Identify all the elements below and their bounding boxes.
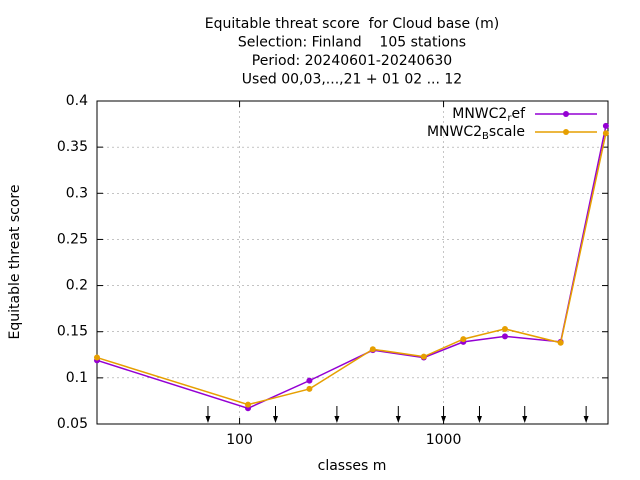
legend-marker	[563, 111, 569, 117]
y-tick-label: 0.4	[66, 93, 88, 109]
arrow-head	[272, 416, 278, 423]
point	[306, 377, 313, 384]
x-tick-label: 1000	[426, 432, 462, 448]
chart-title: Used 00,03,...,21 + 01 02 ... 12	[242, 72, 462, 88]
arrow-head	[476, 416, 482, 423]
arrow-head	[522, 416, 528, 423]
point	[369, 346, 376, 353]
y-tick-label: 0.2	[66, 278, 88, 294]
series-line	[96, 133, 607, 406]
point	[557, 339, 564, 346]
chart-title: Selection: Finland 105 stations	[238, 35, 466, 51]
point	[602, 130, 609, 137]
legend-label: MNWC2ref	[452, 106, 526, 124]
legend-label: MNWC2Bscale	[427, 124, 525, 142]
point	[420, 353, 427, 360]
point	[245, 401, 252, 408]
series-line	[96, 125, 607, 410]
point	[94, 354, 100, 361]
chart-title: Equitable threat score for Cloud base (m…	[205, 16, 499, 32]
point	[460, 336, 467, 343]
arrow-head	[334, 416, 340, 423]
plot-border	[96, 100, 609, 425]
chart-title: Period: 20240601-20240630	[252, 53, 452, 69]
y-axis-label: Equitable threat score	[7, 185, 23, 340]
y-tick-label: 0.3	[66, 185, 88, 201]
point	[501, 325, 508, 332]
point	[501, 333, 508, 340]
y-tick-label: 0.25	[57, 231, 88, 247]
x-axis-label: classes m	[318, 458, 387, 474]
arrow-head	[395, 416, 401, 423]
y-tick-label: 0.05	[57, 416, 88, 432]
legend-marker	[563, 129, 569, 135]
arrow-head	[205, 416, 211, 423]
point	[306, 385, 313, 392]
y-tick-label: 0.1	[66, 370, 88, 386]
y-tick-label: 0.15	[57, 324, 88, 340]
arrow-head	[583, 416, 589, 423]
arrow-head	[441, 416, 447, 423]
point	[602, 122, 609, 129]
x-tick-label: 100	[226, 432, 253, 448]
y-tick-label: 0.35	[57, 139, 88, 155]
